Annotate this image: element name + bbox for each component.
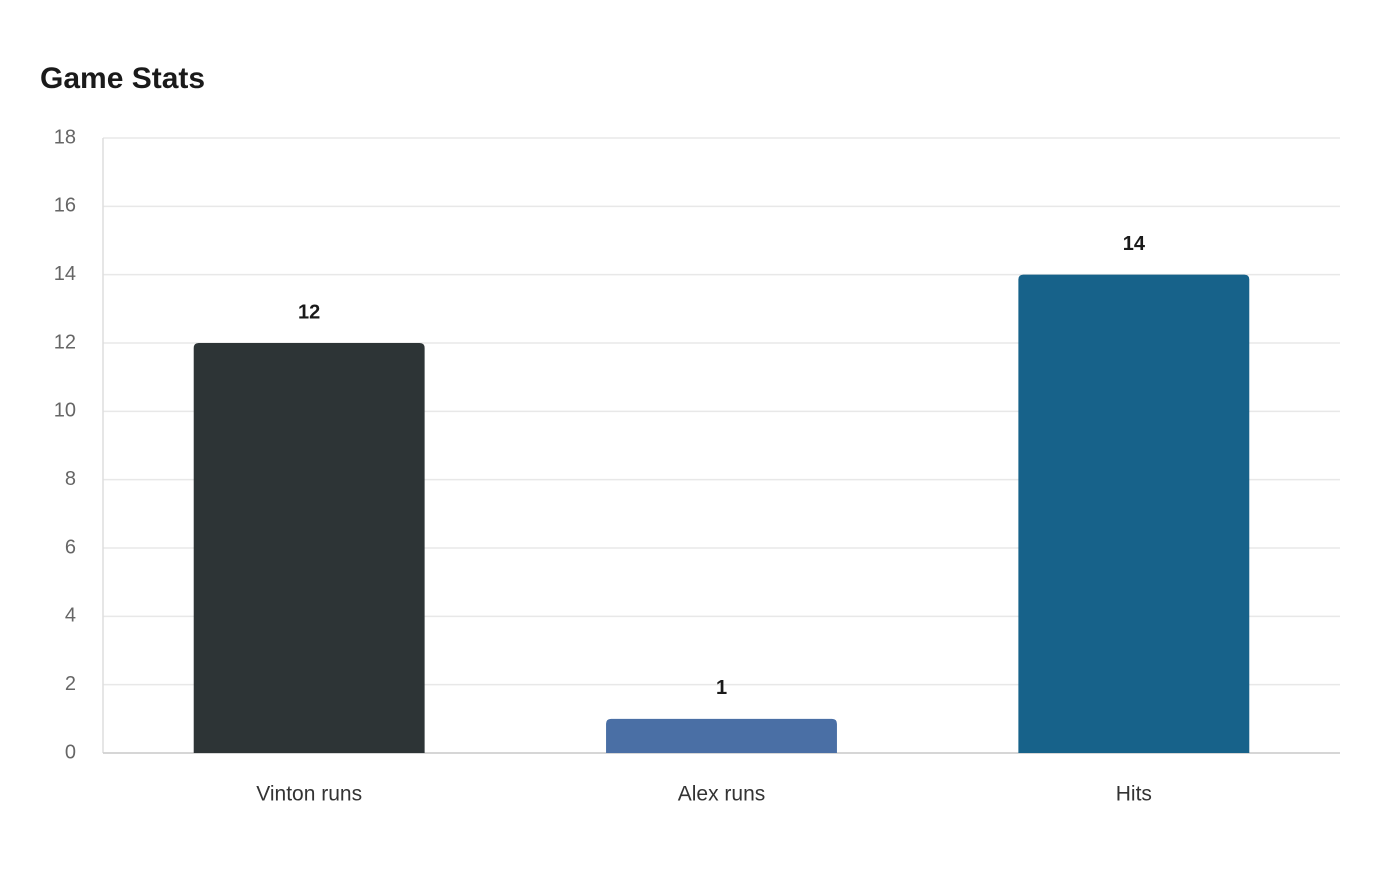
y-tick-label: 18 — [54, 126, 76, 148]
bar — [1018, 274, 1250, 753]
x-tick-label: Alex runs — [678, 783, 766, 806]
value-label: 1 — [716, 677, 727, 699]
bar — [193, 343, 425, 753]
y-tick-label: 6 — [65, 536, 76, 558]
y-tick-label: 10 — [54, 400, 76, 422]
x-tick-label: Vinton runs — [256, 783, 362, 806]
chart-title: Game Stats — [40, 62, 205, 95]
bar — [606, 718, 837, 753]
y-tick-label: 4 — [65, 605, 76, 627]
x-tick-label: Hits — [1116, 783, 1152, 806]
y-tick-label: 12 — [54, 331, 76, 353]
y-tick-label: 14 — [54, 263, 76, 285]
value-label: 12 — [298, 301, 320, 323]
y-tick-label: 2 — [65, 673, 76, 695]
y-tick-label: 0 — [65, 741, 76, 763]
value-label: 14 — [1123, 233, 1146, 255]
y-tick-label: 16 — [54, 195, 76, 217]
y-tick-label: 8 — [65, 468, 76, 490]
